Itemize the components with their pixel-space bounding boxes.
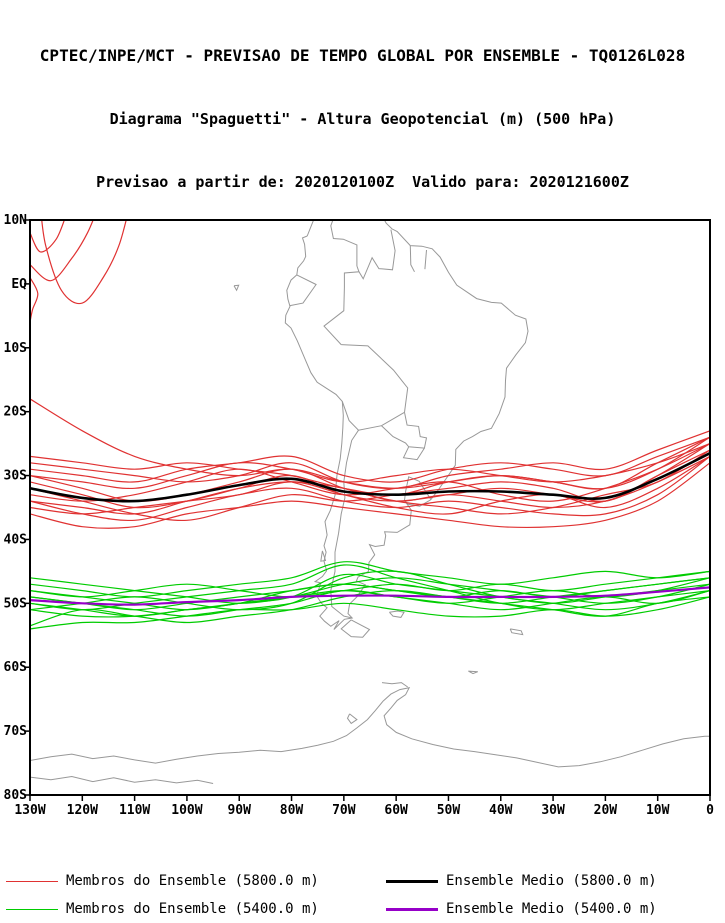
member-5400-12 [30, 577, 710, 617]
legend-row-2: Membros do Ensemble (5400.0 m) Ensemble … [6, 895, 725, 923]
y-tick-label: 80S [4, 788, 28, 803]
green-line-sample [6, 908, 58, 910]
legend-item-mean-5400: Ensemble Medio (5400.0 m) [386, 901, 657, 917]
legend: Membros do Ensemble (5800.0 m) Ensemble … [0, 867, 725, 923]
x-tick-label: 90W [227, 803, 251, 818]
member-5800-03 [30, 455, 710, 522]
title-line-2: Diagrama "Spaguetti" - Altura Geopotenci… [109, 110, 616, 128]
member-5800-10 [30, 443, 710, 522]
member-5800-13 [30, 398, 710, 490]
red-line-sample [6, 880, 58, 882]
spaghetti-map-plot: 130W 120W 110W 100W 90W 80W 70W 60W 50W 40W 30W 20W… [4, 213, 715, 818]
member-5400-10 [30, 570, 710, 611]
legend-label-mean-5400: Ensemble Medio (5400.0 m) [446, 901, 657, 917]
y-tick-label: 70S [4, 724, 28, 739]
legend-item-mean-5800: Ensemble Medio (5800.0 m) [386, 873, 657, 889]
ensemble-lines-layer [30, 220, 710, 630]
member-5800-11 [30, 443, 710, 490]
legend-item-members-5800: Membros do Ensemble (5800.0 m) [6, 873, 386, 889]
legend-label-mean-5800: Ensemble Medio (5800.0 m) [446, 873, 657, 889]
black-line-sample [386, 879, 438, 883]
y-tick-label: 50S [4, 596, 28, 611]
x-tick-label: 70W [332, 803, 356, 818]
member-5800-05 [30, 430, 710, 490]
legend-item-members-5400: Membros do Ensemble (5400.0 m) [6, 901, 386, 917]
member-5400-07 [30, 577, 710, 604]
x-tick-label: 110W [119, 803, 150, 818]
member-5400-04 [30, 596, 710, 630]
x-tick-label: 100W [171, 803, 202, 818]
member-5800-12 [30, 455, 710, 515]
title-line-3: Previsao a partir de: 2020120100Z Valido… [96, 173, 629, 191]
x-tick-label: 30W [541, 803, 565, 818]
member-5800-eq-b [41, 220, 127, 305]
x-tick-label: 130W [14, 803, 45, 818]
y-tick-label: 10S [4, 341, 28, 356]
ensemble-mean-5400 [30, 586, 710, 606]
member-5800-08 [30, 455, 710, 515]
x-tick-label: 120W [67, 803, 98, 818]
member-5800-eq-c [30, 220, 65, 253]
legend-label-members-5800: Membros do Ensemble (5800.0 m) [66, 873, 319, 889]
member-5400-01 [30, 561, 710, 598]
x-tick-label: 80W [280, 803, 304, 818]
member-5800-04 [30, 462, 710, 529]
purple-line-sample [386, 907, 438, 911]
y-tick-label: 30S [4, 469, 28, 484]
member-5800-eq-a [30, 220, 94, 282]
header: CPTEC/INPE/MCT - PREVISAO DE TEMPO GLOBA… [0, 0, 725, 213]
map-outlines-layer [30, 220, 710, 784]
y-tick-label: 20S [4, 405, 28, 420]
y-tick-label: 10N [4, 213, 28, 228]
legend-row-1: Membros do Ensemble (5800.0 m) Ensemble … [6, 867, 725, 895]
y-tick-label: EQ [11, 277, 27, 292]
x-tick-label: 50W [437, 803, 461, 818]
x-tick-label: 10W [646, 803, 670, 818]
x-tick-label: 40W [489, 803, 513, 818]
x-tick-label: 20W [594, 803, 618, 818]
y-tick-label: 60S [4, 660, 28, 675]
legend-label-members-5400: Membros do Ensemble (5400.0 m) [66, 901, 319, 917]
x-tick-label: 60W [384, 803, 408, 818]
y-tick-label: 40S [4, 532, 28, 547]
x-tick-label: 0 [706, 803, 714, 818]
ensemble-mean-5800 [30, 451, 710, 503]
member-5800-eq-d [30, 276, 39, 323]
member-5400-06 [30, 564, 710, 611]
title-line-1: CPTEC/INPE/MCT - PREVISAO DE TEMPO GLOBA… [39, 46, 686, 65]
